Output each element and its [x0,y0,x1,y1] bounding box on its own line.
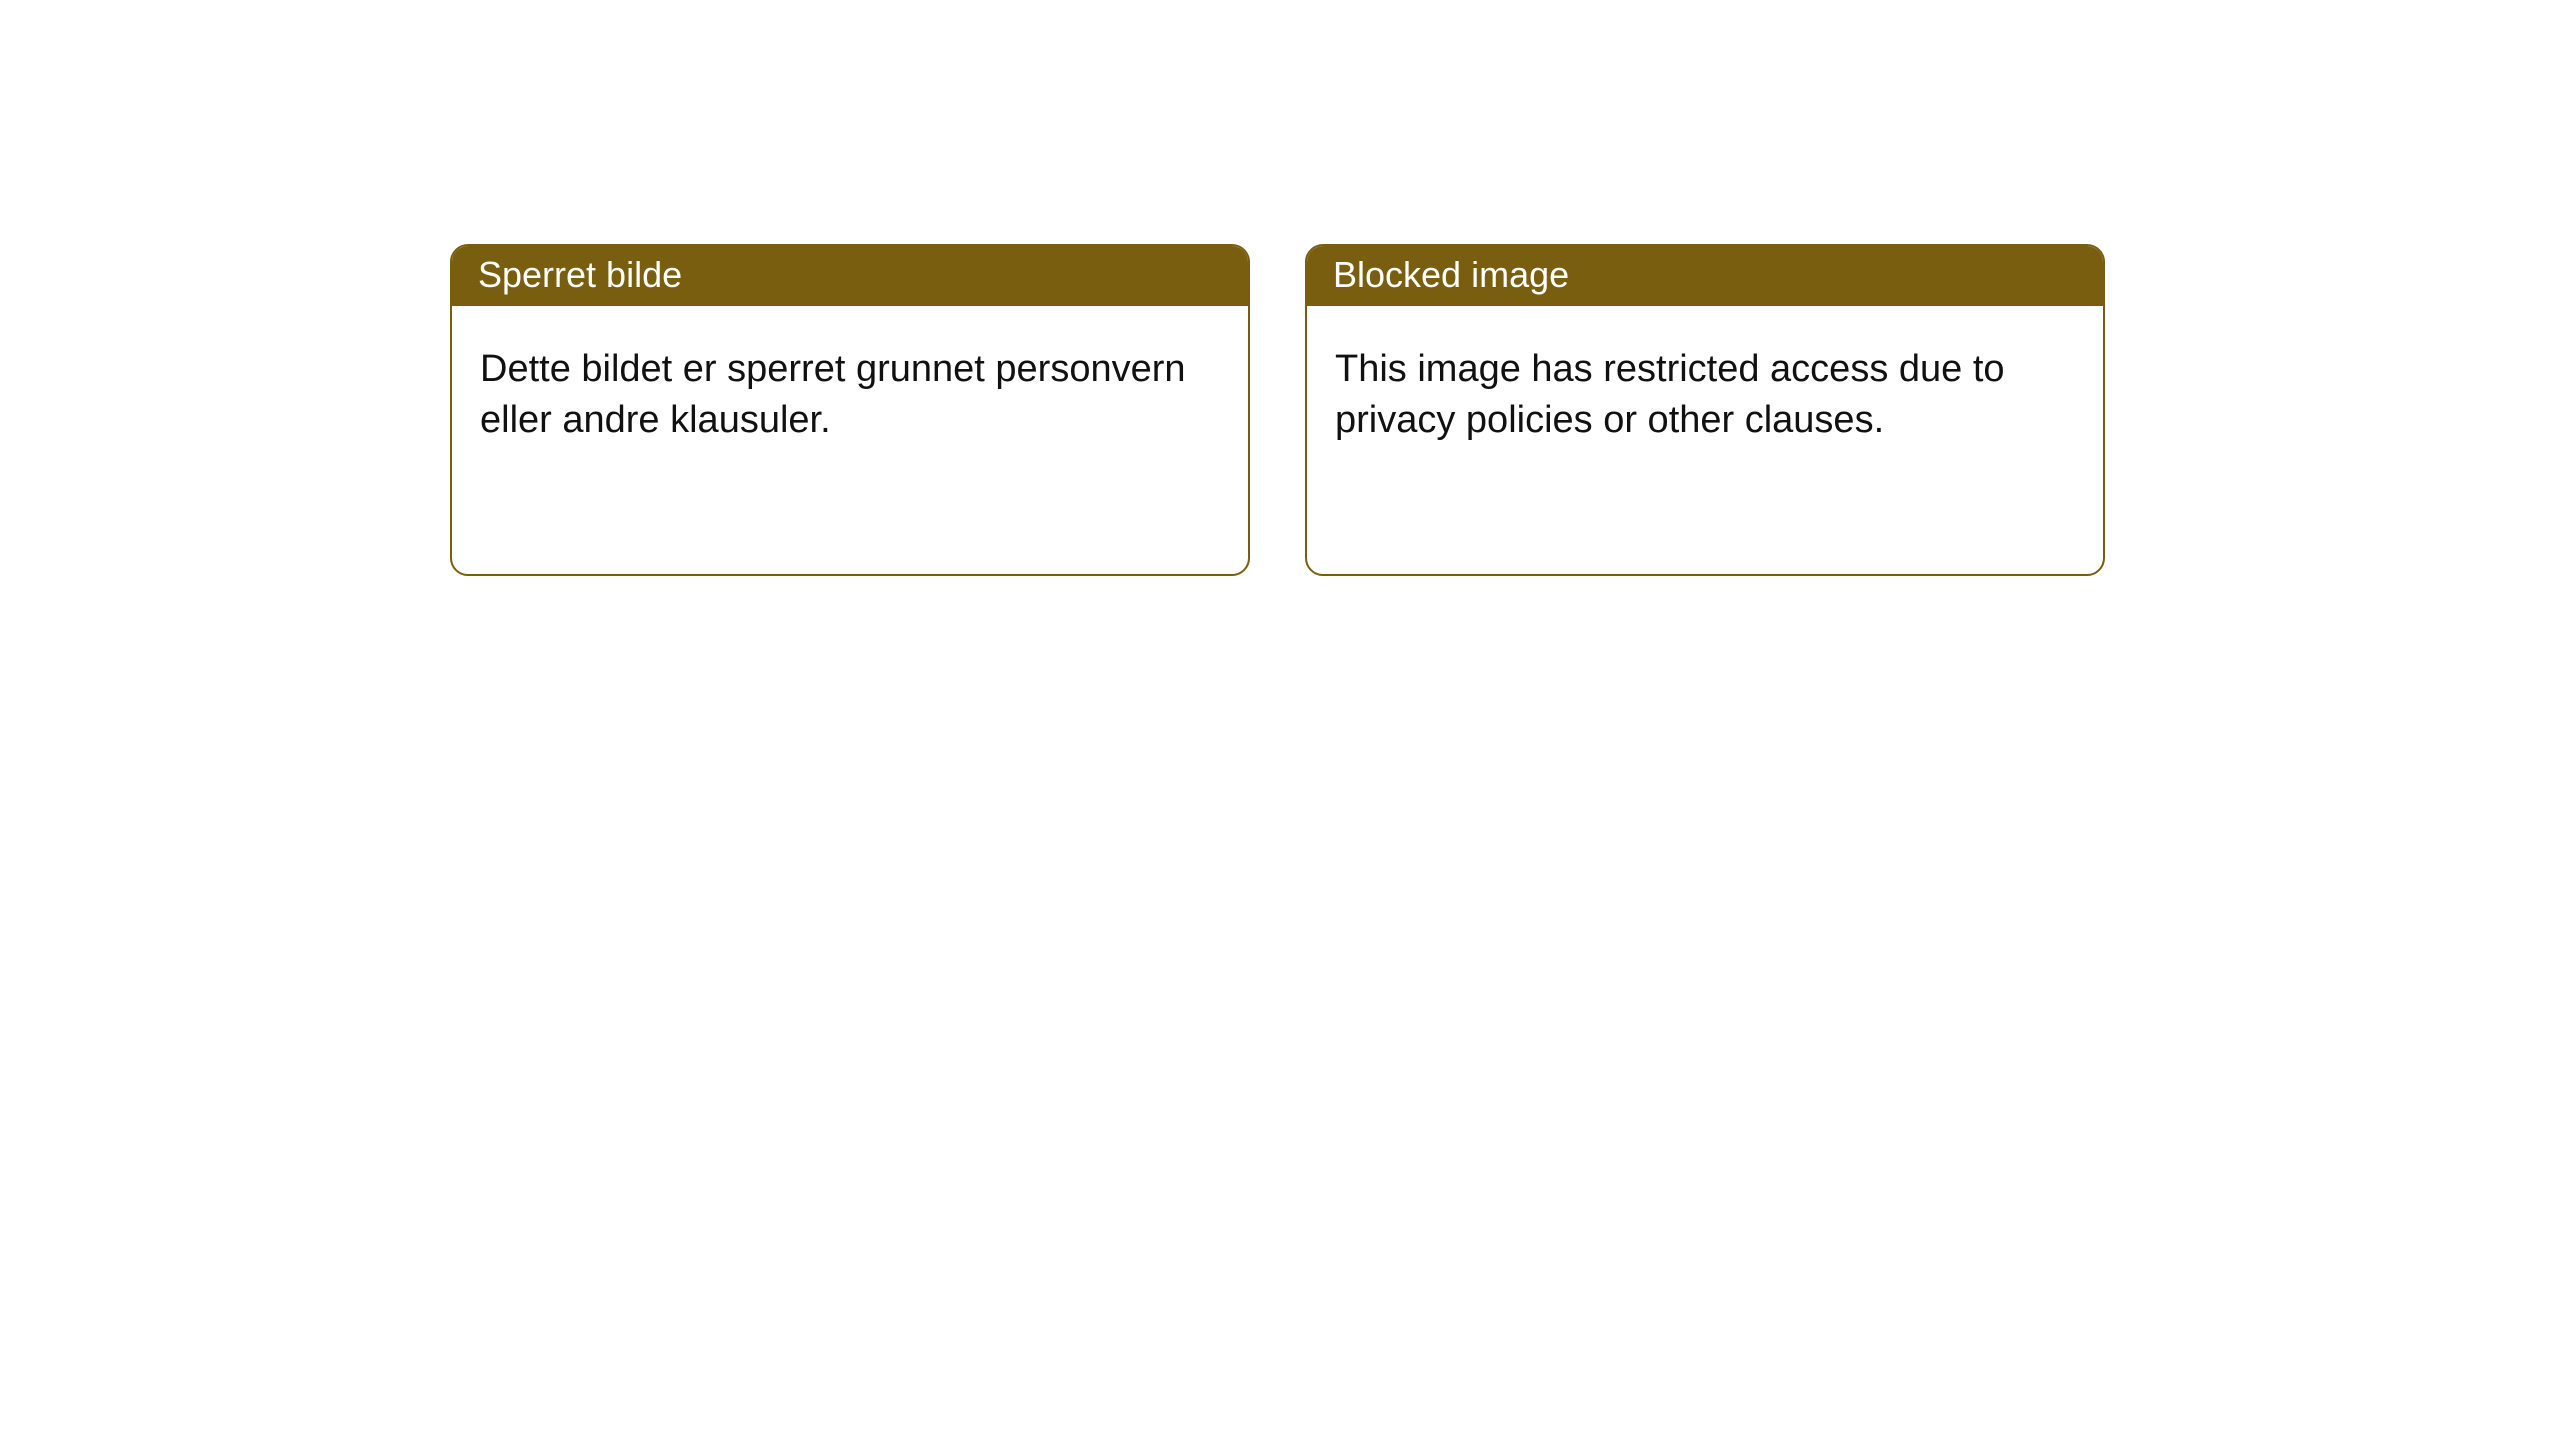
notice-card-english: Blocked image This image has restricted … [1305,244,2105,576]
notice-card-body: Dette bildet er sperret grunnet personve… [452,306,1248,485]
notice-cards-container: Sperret bilde Dette bildet er sperret gr… [0,0,2560,576]
notice-card-norwegian: Sperret bilde Dette bildet er sperret gr… [450,244,1250,576]
notice-card-body: This image has restricted access due to … [1307,306,2103,485]
notice-card-title: Sperret bilde [452,246,1248,306]
notice-card-title: Blocked image [1307,246,2103,306]
